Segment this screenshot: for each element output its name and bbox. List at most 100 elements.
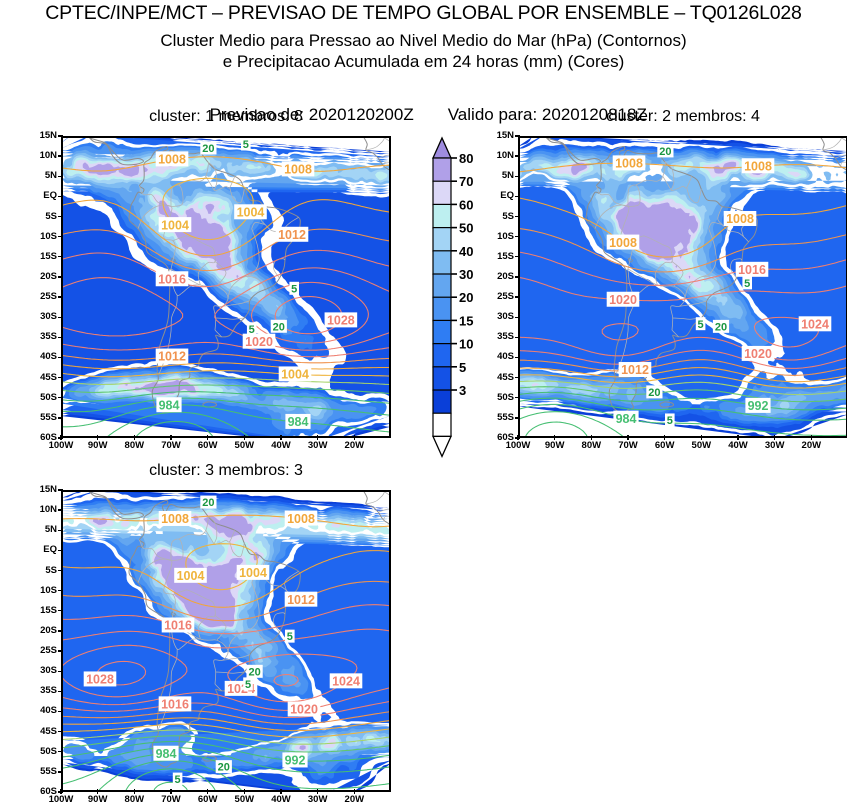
y-axis-tick-label: 20S — [40, 270, 57, 282]
map-canvas: 984 984 1004 1004 1004 1008 1008 1012 1012 1016 10… — [63, 138, 389, 436]
svg-text:984: 984 — [288, 415, 309, 429]
pressure-contours — [520, 162, 846, 436]
colorbar-tick — [451, 226, 457, 229]
x-axis-tick-label: 70W — [161, 440, 181, 451]
y-axis-tick — [58, 376, 63, 379]
x-axis-tick-label: 40W — [728, 440, 748, 451]
svg-text:5: 5 — [667, 415, 673, 427]
x-axis-tick — [243, 435, 246, 440]
y-axis-tick-label: 5S — [45, 210, 57, 222]
colorbar-tick-label: 40 — [459, 244, 473, 259]
x-axis-tick — [663, 435, 666, 440]
map-panel-1[interactable]: 984 984 1004 1004 1004 1008 1008 1012 1012 1016 10… — [61, 136, 391, 438]
valid-for-label: Valido para: 2020120818Z — [447, 105, 647, 124]
svg-text:1004: 1004 — [239, 566, 267, 580]
x-axis-tick-label: 60W — [654, 440, 675, 451]
x-axis-tick-label: 30W — [764, 440, 785, 451]
y-axis-tick-label: 50S — [40, 391, 57, 403]
colorbar-tick-label: 70 — [459, 174, 473, 189]
svg-text:5: 5 — [245, 679, 251, 691]
y-axis-tick — [515, 276, 520, 278]
panel-2-title: cluster: 2 membros: 4 — [606, 108, 760, 125]
y-axis-tick — [58, 296, 63, 298]
svg-text:1016: 1016 — [158, 272, 186, 286]
y-axis-tick — [515, 397, 520, 399]
svg-text:1012: 1012 — [621, 363, 649, 377]
forecast-dates-line: Previsao de: 2020120200Z Valido para: 202… — [0, 85, 847, 125]
x-axis-tick-label: 60W — [197, 440, 218, 451]
colorbar-segment — [432, 273, 452, 299]
x-axis-tick — [133, 789, 136, 794]
x-axis-tick — [280, 789, 282, 794]
pressure-contours — [63, 156, 389, 436]
y-axis-tick-label: 35S — [40, 331, 57, 343]
y-axis-tick-label: 10N — [496, 150, 514, 162]
svg-text:20: 20 — [273, 321, 285, 333]
y-axis-tick-label: 10S — [40, 584, 57, 596]
svg-text:1024: 1024 — [332, 675, 360, 689]
y-axis-tick-label: 15N — [39, 484, 57, 495]
x-axis-tick — [590, 435, 593, 440]
colorbar-segment — [432, 250, 452, 276]
x-axis-tick-label: 50W — [234, 794, 255, 805]
svg-text:992: 992 — [285, 754, 306, 768]
colorbar-tick-label: 80 — [459, 151, 473, 166]
y-axis-tick — [515, 316, 520, 318]
colorbar-tick — [451, 319, 457, 322]
contour-labels: 984 984 1004 1004 1004 1008 1008 1012 1012 1016 10… — [155, 151, 358, 429]
x-axis-tick-label: 20W — [344, 794, 365, 805]
colorbar-segment — [432, 343, 452, 368]
svg-text:5: 5 — [291, 283, 297, 295]
map-canvas: 984 992 1008 1008 1008 1008 1012 1016 1020 1020 10… — [520, 138, 846, 436]
y-axis-tick — [58, 509, 63, 511]
svg-text:20: 20 — [202, 497, 214, 509]
map-panel-2[interactable]: 984 992 1008 1008 1008 1008 1012 1016 1020 1020 10… — [518, 136, 847, 438]
colorbar-tick-label: 30 — [459, 267, 473, 282]
colorbar-tick — [451, 157, 457, 159]
svg-text:1008: 1008 — [158, 153, 186, 167]
colorbar-segment — [432, 319, 452, 345]
y-axis-tick-label: 45S — [40, 725, 57, 737]
x-axis-tick — [810, 435, 813, 440]
x-axis-tick — [170, 789, 172, 794]
svg-text:1012: 1012 — [158, 350, 186, 364]
colorbar-under-arrow — [431, 435, 453, 458]
x-axis-tick-label: 70W — [618, 440, 638, 451]
x-axis-tick-label: 80W — [581, 440, 602, 451]
svg-text:1020: 1020 — [744, 347, 772, 361]
y-axis-tick — [58, 155, 63, 157]
svg-text:1012: 1012 — [278, 228, 306, 242]
svg-text:20: 20 — [218, 762, 230, 774]
y-axis-tick — [515, 135, 520, 137]
y-axis-tick-label: EQ — [43, 190, 57, 202]
svg-text:5: 5 — [698, 319, 704, 331]
y-axis-tick-label: 35S — [497, 331, 514, 343]
map-panel-3[interactable]: 984 992 1004 1004 1008 1008 1012 1016 1016 1020 10… — [61, 490, 391, 792]
y-axis-tick-label: 55S — [40, 411, 57, 423]
precip-contour-labels: 5 5 5 20 20 — [200, 138, 299, 336]
y-axis-tick-label: 40S — [497, 351, 514, 363]
y-axis-tick — [58, 256, 63, 258]
colorbar-segment — [432, 203, 452, 229]
svg-text:5: 5 — [287, 631, 293, 643]
x-axis-tick — [353, 789, 356, 794]
x-axis-tick — [553, 435, 556, 440]
y-axis-tick-label: 5S — [502, 210, 514, 222]
colorbar-under-segment — [432, 412, 452, 438]
svg-text:1008: 1008 — [284, 163, 312, 177]
y-axis-tick — [58, 215, 63, 218]
svg-text:1016: 1016 — [738, 263, 766, 277]
x-axis-tick — [627, 435, 629, 440]
svg-text:1008: 1008 — [726, 212, 754, 226]
y-axis-tick — [58, 690, 63, 693]
colorbar-tick-label: 50 — [459, 221, 473, 236]
x-axis-tick — [353, 435, 356, 440]
y-axis-tick-label: 30S — [40, 665, 57, 677]
svg-text:5: 5 — [249, 324, 255, 336]
x-axis-tick-label: 90W — [544, 440, 565, 451]
x-axis-tick-label: 100W — [505, 440, 531, 451]
svg-text:1008: 1008 — [609, 236, 637, 250]
y-axis-tick-label: 10N — [39, 504, 57, 516]
x-axis-tick-label: 50W — [234, 440, 255, 451]
colorbar-tick — [451, 296, 457, 298]
